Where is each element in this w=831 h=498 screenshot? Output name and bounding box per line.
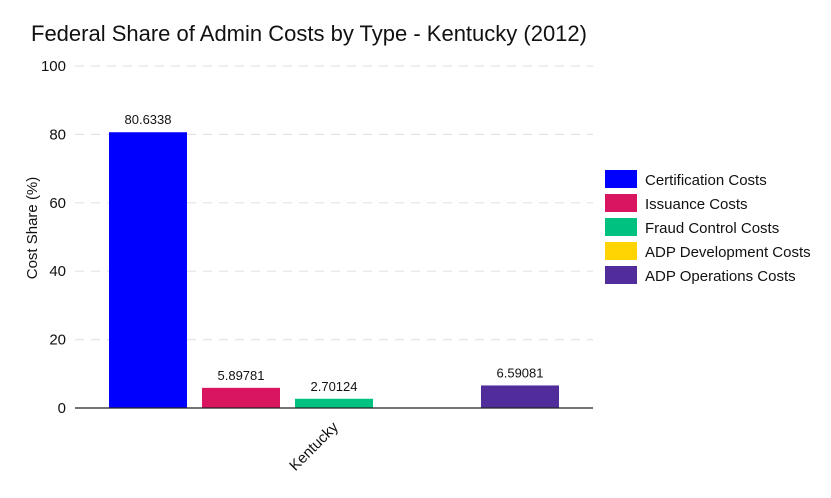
- bar-certification-costs: [109, 132, 187, 408]
- y-tick-label: 0: [58, 400, 66, 417]
- data-labels: 80.6338 5.89781 2.70124 6.59081: [125, 112, 544, 394]
- data-label: 2.70124: [311, 379, 358, 394]
- legend-label: ADP Operations Costs: [645, 268, 796, 285]
- legend-label: Fraud Control Costs: [645, 220, 779, 237]
- y-tick-labels: 0 20 40 60 80 100: [41, 58, 66, 417]
- legend-swatch: [605, 170, 637, 188]
- data-label: 6.59081: [497, 365, 544, 380]
- bar-issuance-costs: [202, 387, 280, 408]
- x-tick-label-kentucky: Kentucky: [286, 418, 342, 474]
- legend-swatch: [605, 218, 637, 236]
- bars: [109, 132, 559, 408]
- bar-adp-operations-costs: [481, 385, 559, 408]
- y-tick-label: 20: [49, 332, 66, 349]
- y-tick-label: 80: [49, 126, 66, 143]
- bar-fraud-control-costs: [295, 398, 373, 408]
- chart-title: Federal Share of Admin Costs by Type - K…: [31, 21, 587, 46]
- legend-label: Certification Costs: [645, 172, 767, 189]
- legend: Certification Costs Issuance Costs Fraud C…: [605, 170, 811, 285]
- legend-swatch: [605, 194, 637, 212]
- y-tick-label: 100: [41, 58, 66, 75]
- y-tick-label: 40: [49, 263, 66, 280]
- legend-label: ADP Development Costs: [645, 244, 811, 261]
- y-axis-label: Cost Share (%): [24, 177, 41, 280]
- data-label: 80.6338: [125, 112, 172, 127]
- data-label: 5.89781: [218, 368, 265, 383]
- legend-label: Issuance Costs: [645, 196, 748, 213]
- legend-swatch: [605, 266, 637, 284]
- y-tick-label: 60: [49, 195, 66, 212]
- legend-swatch: [605, 242, 637, 260]
